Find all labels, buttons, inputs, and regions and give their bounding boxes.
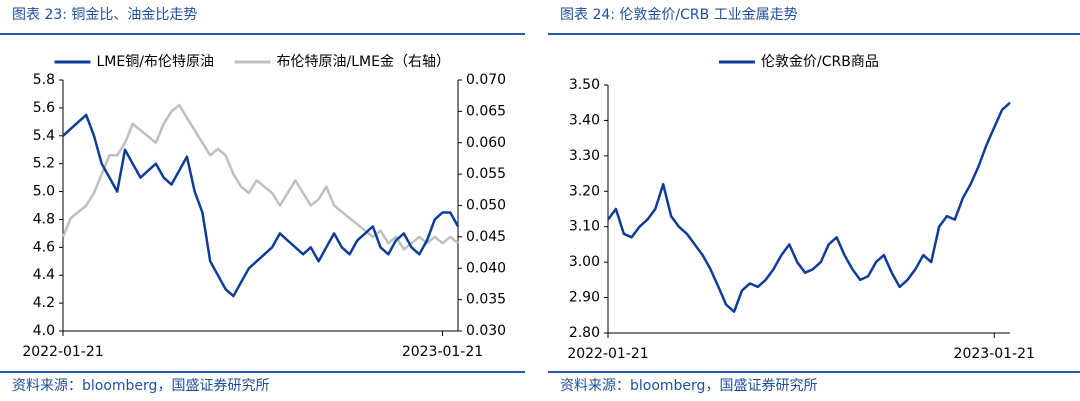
y-tick-label: 3.10 xyxy=(569,219,600,235)
x-tick-label: 2022-01-21 xyxy=(567,346,648,362)
y-tick-label: 4.6 xyxy=(33,239,55,255)
y-tick-label: 2.80 xyxy=(569,325,600,341)
y2-tick-label: 0.035 xyxy=(466,292,506,308)
y-tick-label: 4.2 xyxy=(33,295,55,311)
y-tick-label: 3.30 xyxy=(569,148,600,164)
y-tick-label: 5.8 xyxy=(33,72,55,88)
x-tick-label: 2023-01-21 xyxy=(954,346,1035,362)
x-tick-label: 2023-01-21 xyxy=(402,344,483,360)
y2-tick-label: 0.030 xyxy=(466,323,506,339)
y2-tick-label: 0.060 xyxy=(466,135,506,151)
y-tick-label: 5.0 xyxy=(33,184,55,200)
y-tick-label: 4.0 xyxy=(33,323,55,339)
source-note: 资料来源：bloomberg，国盛证券研究所 xyxy=(12,378,269,394)
chart-title: 图表 24: 伦敦金价/CRB 工业金属走势 xyxy=(560,7,798,23)
y-tick-label: 3.20 xyxy=(569,183,600,199)
y2-tick-label: 0.065 xyxy=(466,103,506,119)
y-tick-label: 2.90 xyxy=(569,290,600,306)
series-line xyxy=(606,101,1011,313)
y2-tick-label: 0.045 xyxy=(466,229,506,245)
legend-label: LME铜/布伦特原油 xyxy=(97,54,214,70)
y-tick-label: 5.4 xyxy=(33,128,55,144)
legend-label: 伦敦金价/CRB商品 xyxy=(761,54,879,70)
chart-title: 图表 23: 铜金比、油金比走势 xyxy=(12,7,197,23)
series-line xyxy=(61,103,459,251)
series-line xyxy=(62,113,460,298)
y-tick-label: 5.2 xyxy=(33,156,55,172)
y-tick-label: 5.6 xyxy=(33,100,55,116)
y-tick-label: 3.00 xyxy=(569,254,600,270)
y-tick-label: 3.40 xyxy=(569,112,600,128)
y2-tick-label: 0.050 xyxy=(466,198,506,214)
y2-tick-label: 0.055 xyxy=(466,166,506,182)
y-tick-label: 4.4 xyxy=(33,267,55,283)
x-tick-label: 2022-01-21 xyxy=(22,344,103,360)
y2-tick-label: 0.040 xyxy=(466,260,506,276)
y-tick-label: 3.50 xyxy=(569,77,600,93)
source-note: 资料来源：bloomberg，国盛证券研究所 xyxy=(560,378,817,394)
legend-label: 布伦特原油/LME金（右轴） xyxy=(277,54,450,70)
y2-tick-label: 0.070 xyxy=(466,72,506,88)
y-tick-label: 4.8 xyxy=(33,211,55,227)
